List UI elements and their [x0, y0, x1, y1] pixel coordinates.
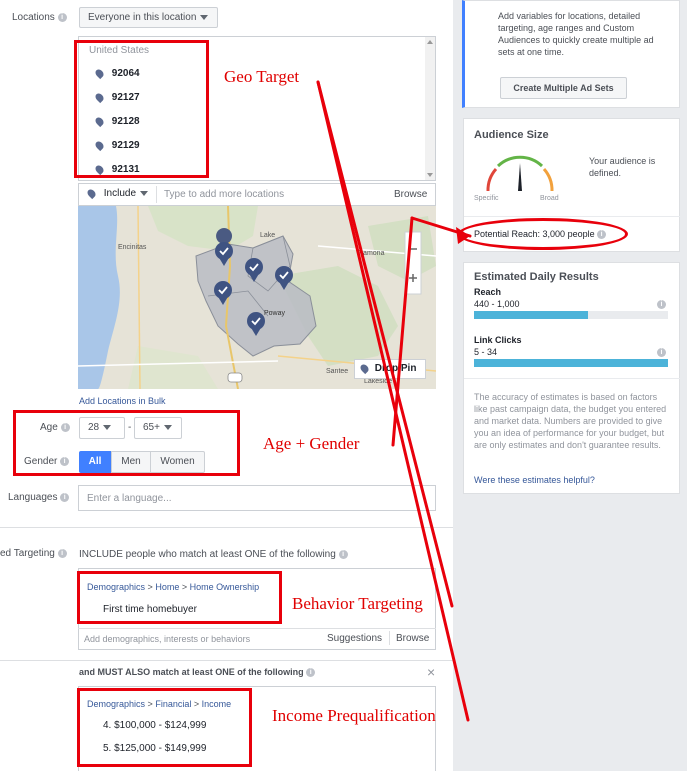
- info-icon[interactable]: i: [657, 348, 666, 357]
- multiple-adsets-text: Add variables for locations, detailed ta…: [498, 11, 654, 57]
- location-map[interactable]: Encinitas Lake Ramona Santee Lakeside Po…: [78, 206, 436, 389]
- income-highlight-box: [77, 688, 252, 767]
- include-targeting-box: [78, 568, 436, 650]
- daily-results-title: Estimated Daily Results: [474, 271, 599, 283]
- gender-all-button[interactable]: All: [79, 451, 111, 473]
- daily-results-card: Estimated Daily Results Reach 440 - 1,00…: [463, 262, 681, 494]
- breadcrumb-income[interactable]: Income: [201, 699, 232, 709]
- age-range-dash: -: [128, 422, 132, 433]
- create-multiple-adsets-button[interactable]: Create Multiple Ad Sets: [500, 77, 627, 99]
- chevron-down-icon: [140, 190, 149, 196]
- chevron-down-icon: [163, 424, 172, 430]
- income-item[interactable]: 4. $100,000 - $124,999: [103, 720, 207, 731]
- info-icon[interactable]: i: [306, 668, 316, 678]
- audience-size-title: Audience Size: [474, 129, 549, 141]
- info-icon[interactable]: i: [657, 300, 666, 309]
- gauge-broad-label: Broad: [540, 195, 559, 202]
- map-place-label: Lake: [260, 232, 276, 239]
- age-max-dropdown[interactable]: 65+: [134, 417, 182, 439]
- link-clicks-bar: [474, 359, 668, 367]
- browse-targeting-link[interactable]: Browse: [396, 633, 430, 644]
- info-icon[interactable]: i: [60, 456, 70, 466]
- age-label: Age i: [40, 422, 70, 433]
- location-mode-dropdown[interactable]: Everyone in this location: [79, 7, 218, 28]
- map-place-label: Encinitas: [118, 244, 147, 251]
- zip-item[interactable]: 92131: [93, 163, 140, 176]
- include-criteria-text: INCLUDE people who match at least ONE of…: [79, 549, 348, 560]
- behavior-highlight-box: [77, 571, 282, 624]
- info-icon[interactable]: i: [338, 549, 348, 559]
- must-also-criteria-text: and MUST ALSO match at least ONE of the …: [79, 667, 316, 678]
- zip-item[interactable]: 92127: [93, 91, 140, 104]
- include-breadcrumb: Demographics > Home > Home Ownership: [87, 582, 260, 592]
- gender-women-button[interactable]: Women: [150, 451, 205, 473]
- multiple-adsets-card: Add variables for locations, detailed ta…: [462, 0, 680, 108]
- must-targeting-box: [78, 686, 436, 771]
- browse-locations-link[interactable]: Browse: [394, 189, 428, 200]
- close-icon[interactable]: ×: [427, 664, 436, 680]
- annotation-behavior-targeting: Behavior Targeting: [292, 594, 423, 613]
- geo-highlight-box: [74, 40, 209, 178]
- zip-item[interactable]: 92129: [93, 139, 140, 152]
- audience-status: Your audience is defined.: [589, 156, 656, 178]
- breadcrumb-financial[interactable]: Financial: [155, 699, 192, 709]
- must-breadcrumb: Demographics > Financial > Income: [87, 699, 232, 709]
- language-input[interactable]: Enter a language...: [78, 485, 436, 511]
- info-icon[interactable]: i: [60, 422, 70, 432]
- info-icon[interactable]: i: [60, 492, 70, 502]
- annotation-age-gender: Age + Gender: [263, 434, 360, 453]
- map-pin-group: [214, 242, 293, 336]
- include-dropdown[interactable]: Include: [85, 187, 149, 200]
- chevron-down-icon: [200, 14, 209, 20]
- languages-label: Languages i: [8, 492, 70, 503]
- age-gender-highlight-box: [13, 410, 240, 476]
- map-place-label: Poway: [264, 310, 286, 317]
- location-list[interactable]: [78, 36, 436, 181]
- info-icon[interactable]: i: [57, 12, 67, 22]
- detailed-targeting-label: ed Targeting i: [0, 548, 67, 559]
- breadcrumb-home-ownership[interactable]: Home Ownership: [189, 582, 260, 592]
- reach-value: 440 - 1,000: [474, 299, 520, 309]
- reach-label: Reach: [474, 287, 502, 297]
- zip-item[interactable]: 92064: [93, 67, 140, 80]
- info-icon[interactable]: i: [57, 548, 67, 558]
- zip-item[interactable]: 92128: [93, 115, 140, 128]
- income-item[interactable]: 5. $125,000 - $149,999: [103, 743, 207, 754]
- annotation-income-prequalification: Income Prequalification: [272, 706, 436, 725]
- map-place-label: Ramona: [358, 250, 385, 257]
- add-locations-bulk-link[interactable]: Add Locations in Bulk: [79, 396, 166, 406]
- breadcrumb-demographics[interactable]: Demographics: [87, 699, 146, 709]
- breadcrumb-home[interactable]: Home: [155, 582, 180, 592]
- map-place-label: Lakeside: [364, 378, 393, 385]
- country-label: United States: [89, 45, 150, 56]
- audience-gauge-icon: [486, 155, 554, 192]
- add-location-input[interactable]: Type to add more locations: [164, 189, 285, 200]
- annotation-geo-target: Geo Target: [224, 67, 300, 86]
- estimates-disclaimer: The accuracy of estimates is based on fa…: [474, 392, 667, 450]
- breadcrumb-demographics[interactable]: Demographics: [87, 582, 146, 592]
- chevron-down-icon: [103, 424, 112, 430]
- link-clicks-value: 5 - 34: [474, 347, 498, 357]
- scrollbar[interactable]: [425, 37, 435, 180]
- reach-bar: [474, 311, 668, 319]
- link-clicks-label: Link Clicks: [474, 335, 522, 345]
- gender-label: Gender i: [24, 456, 70, 467]
- age-min-dropdown[interactable]: 28: [79, 417, 125, 439]
- map-place-label: Santee: [326, 368, 349, 375]
- locations-label: Locations i: [12, 12, 67, 23]
- estimates-helpful-link[interactable]: Were these estimates helpful?: [474, 475, 595, 485]
- include-item-first-time-homebuyer[interactable]: First time homebuyer: [103, 604, 197, 615]
- suggestions-link[interactable]: Suggestions: [327, 633, 383, 644]
- gauge-specific-label: Specific: [474, 195, 499, 202]
- add-targeting-input[interactable]: Add demographics, interests or behaviors: [84, 634, 251, 644]
